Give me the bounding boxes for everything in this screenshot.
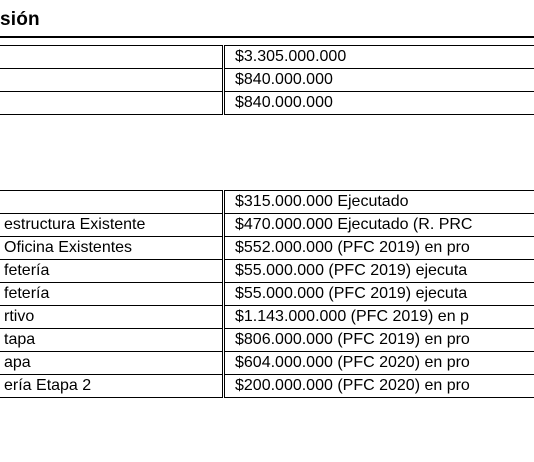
row-value: $604.000.000 (PFC 2020) en pro	[223, 351, 534, 375]
row-label: apa	[0, 351, 225, 375]
table-row: fetería $55.000.000 (PFC 2019) ejecuta	[0, 259, 534, 283]
project-costs-table: $315.000.000 Ejecutado estructura Existe…	[0, 190, 534, 398]
table-row: apa $604.000.000 (PFC 2020) en pro	[0, 351, 534, 375]
row-value: $3.305.000.000	[223, 45, 534, 69]
investment-summary-table: $3.305.000.000 $840.000.000 $840.000.000	[0, 45, 534, 115]
row-value: $470.000.000 Ejecutado (R. PRC	[223, 213, 534, 237]
table-row: $840.000.000	[0, 91, 534, 115]
row-label	[0, 190, 225, 214]
table-row: rtivo $1.143.000.000 (PFC 2019) en p	[0, 305, 534, 329]
table-row: tapa $806.000.000 (PFC 2019) en pro	[0, 328, 534, 352]
row-label: fetería	[0, 282, 225, 306]
table-row: ería Etapa 2 $200.000.000 (PFC 2020) en …	[0, 374, 534, 398]
row-value: $840.000.000	[223, 68, 534, 92]
row-value: $840.000.000	[223, 91, 534, 115]
row-value: $315.000.000 Ejecutado	[223, 190, 534, 214]
table-row: Oficina Existentes $552.000.000 (PFC 201…	[0, 236, 534, 260]
row-label: ería Etapa 2	[0, 374, 225, 398]
row-value: $1.143.000.000 (PFC 2019) en p	[223, 305, 534, 329]
row-label: tapa	[0, 328, 225, 352]
table-row: $3.305.000.000	[0, 45, 534, 69]
row-label	[0, 68, 225, 92]
row-value: $55.000.000 (PFC 2019) ejecuta	[223, 282, 534, 306]
heading-rule	[0, 36, 534, 38]
row-value: $55.000.000 (PFC 2019) ejecuta	[223, 259, 534, 283]
row-label	[0, 45, 225, 69]
table-row: $315.000.000 Ejecutado	[0, 190, 534, 214]
row-label	[0, 91, 225, 115]
row-value: $552.000.000 (PFC 2019) en pro	[223, 236, 534, 260]
table-row: fetería $55.000.000 (PFC 2019) ejecuta	[0, 282, 534, 306]
row-label: rtivo	[0, 305, 225, 329]
section-heading: sión	[0, 9, 40, 30]
row-value: $200.000.000 (PFC 2020) en pro	[223, 374, 534, 398]
table-row: estructura Existente $470.000.000 Ejecut…	[0, 213, 534, 237]
row-label: Oficina Existentes	[0, 236, 225, 260]
row-value: $806.000.000 (PFC 2019) en pro	[223, 328, 534, 352]
row-label: fetería	[0, 259, 225, 283]
table-row: $840.000.000	[0, 68, 534, 92]
row-label: estructura Existente	[0, 213, 225, 237]
